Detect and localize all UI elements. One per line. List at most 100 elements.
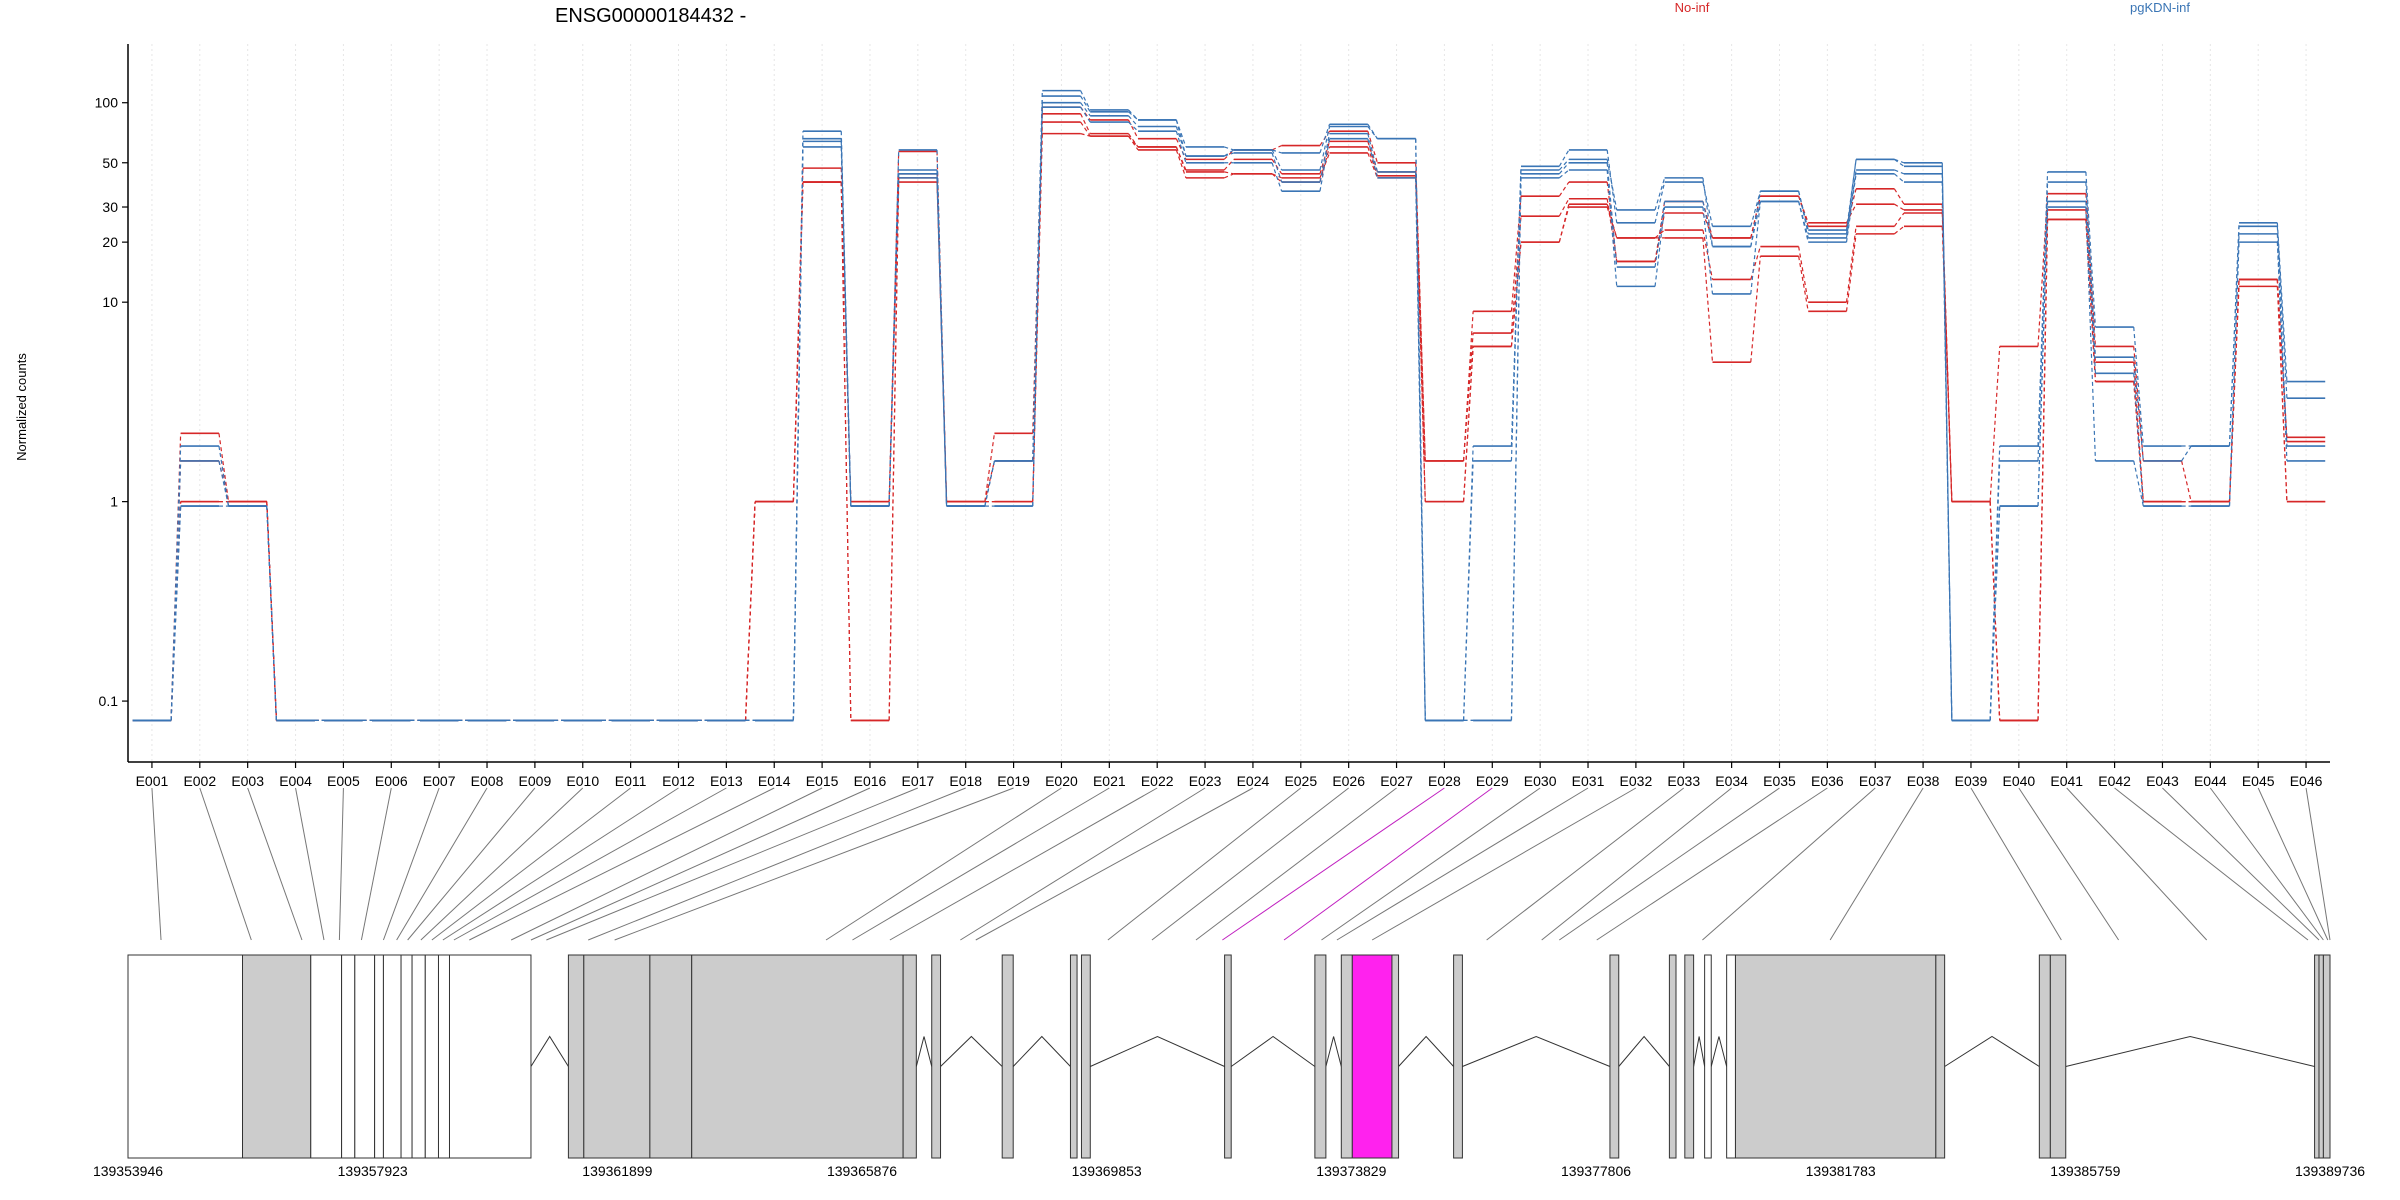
exon-transition	[1989, 506, 2001, 721]
exon-transition	[1462, 460, 1474, 721]
exon-box	[2049, 954, 2067, 1159]
exon-transition	[1989, 501, 2001, 721]
exon-box	[1391, 954, 1400, 1159]
exon-transition	[2085, 193, 2097, 347]
exon-transition	[1606, 159, 1618, 211]
exon-transition	[1845, 159, 1857, 234]
connector	[2305, 787, 2331, 941]
exon-transition	[1080, 106, 1091, 123]
exon-transition	[1224, 146, 1234, 151]
connector	[2257, 787, 2329, 941]
exon-box	[1314, 954, 1327, 1159]
exon-transition	[1271, 152, 1283, 183]
connector	[396, 787, 488, 941]
x-tick-label: E010	[566, 773, 599, 789]
exon-transition	[1175, 131, 1187, 163]
exon-box	[127, 954, 244, 1159]
series-0	[132, 106, 2326, 722]
exon-transition	[1845, 226, 1857, 303]
intron-line	[1090, 1035, 1225, 1067]
exon-box	[583, 954, 651, 1159]
exon-transition	[840, 182, 852, 721]
exon-transition	[266, 506, 277, 721]
intron-line	[915, 1036, 933, 1067]
exon-box	[400, 954, 413, 1159]
exon-box	[1935, 954, 1946, 1159]
exon-transition	[888, 182, 900, 721]
connector	[295, 787, 325, 941]
exon-transition	[2181, 445, 2192, 462]
x-tick-label: E009	[519, 773, 552, 789]
exon-transition	[1319, 126, 1331, 171]
exon-transition	[1223, 149, 1235, 160]
x-tick-label: E030	[1524, 773, 1557, 789]
exon-box	[448, 954, 532, 1159]
connector	[1107, 787, 1302, 941]
exon-transition	[1128, 109, 1139, 121]
genomic-coordinate-label: 139369853	[1072, 1163, 1142, 1179]
y-tick-label: 10	[102, 294, 118, 310]
connector	[2162, 787, 2320, 941]
exon-transition	[2276, 226, 2288, 399]
exon-box	[354, 954, 376, 1159]
exon-transition	[1080, 102, 1091, 117]
exon-transition	[1223, 173, 1235, 179]
intron-line	[530, 1035, 569, 1067]
exon-transition	[1080, 121, 1091, 137]
exon-transition	[1032, 96, 1043, 461]
x-tick-label: E037	[1859, 773, 1892, 789]
exon-transition	[1606, 162, 1618, 268]
axes: 0.1 1 10 20 30 50 100 E001 E002 E003 E004 E005 E006 E…	[95, 44, 2330, 789]
exon-transition	[2133, 362, 2144, 502]
exon-box	[2314, 954, 2320, 1159]
x-tick-label: E014	[758, 773, 791, 789]
exon-transition	[2085, 182, 2097, 358]
exon-box	[437, 954, 450, 1159]
x-tick-label: E027	[1380, 773, 1413, 789]
exon-transition	[1606, 149, 1618, 223]
x-tick-label: E045	[2242, 773, 2275, 789]
exon-transition	[1702, 177, 1714, 247]
exon-box	[411, 954, 426, 1159]
connector	[1195, 787, 1397, 941]
x-tick-label: E028	[1428, 773, 1461, 789]
x-tick-label: E036	[1811, 773, 1844, 789]
exon-transition	[2276, 233, 2288, 447]
exon-transition	[2276, 286, 2288, 502]
exon-transition	[1654, 206, 1666, 287]
connector	[382, 787, 440, 941]
exon-transition	[1702, 201, 1714, 247]
connector	[1702, 787, 1876, 941]
genomic-coordinate-label: 139357923	[338, 1163, 408, 1179]
legend-pgkdn-inf: pgKDN-inf	[2130, 0, 2190, 15]
exon-box	[310, 954, 343, 1159]
connector	[1283, 787, 1493, 941]
exon-transition	[1941, 173, 1953, 721]
exon-transition	[1367, 146, 1378, 177]
x-tick-label: E005	[327, 773, 360, 789]
x-tick-label: E015	[806, 773, 839, 789]
exon-transition	[1271, 162, 1283, 192]
x-tick-label: E003	[231, 773, 264, 789]
intron-line	[1693, 1036, 1706, 1067]
intron-line	[1944, 1035, 2040, 1067]
exon-transition	[1462, 333, 1474, 461]
exon-transition	[1702, 229, 1714, 280]
exon-transition	[2037, 171, 2049, 447]
exon-box	[1224, 954, 1232, 1159]
connector	[407, 787, 536, 941]
exon-transition	[1558, 206, 1570, 243]
exon-box	[382, 954, 402, 1159]
x-tick-label: E029	[1476, 773, 1509, 789]
exon-transition	[1894, 203, 1905, 211]
exon-transition	[1367, 141, 1378, 173]
connector	[360, 787, 392, 941]
x-tick-label: E021	[1093, 773, 1126, 789]
highlighted-exon-box	[1351, 954, 1393, 1159]
x-tick-label: E026	[1332, 773, 1365, 789]
connector	[2209, 787, 2324, 941]
connector	[546, 787, 919, 941]
exon-transition	[840, 146, 852, 507]
connector	[1336, 787, 1589, 941]
connector	[1321, 787, 1541, 941]
